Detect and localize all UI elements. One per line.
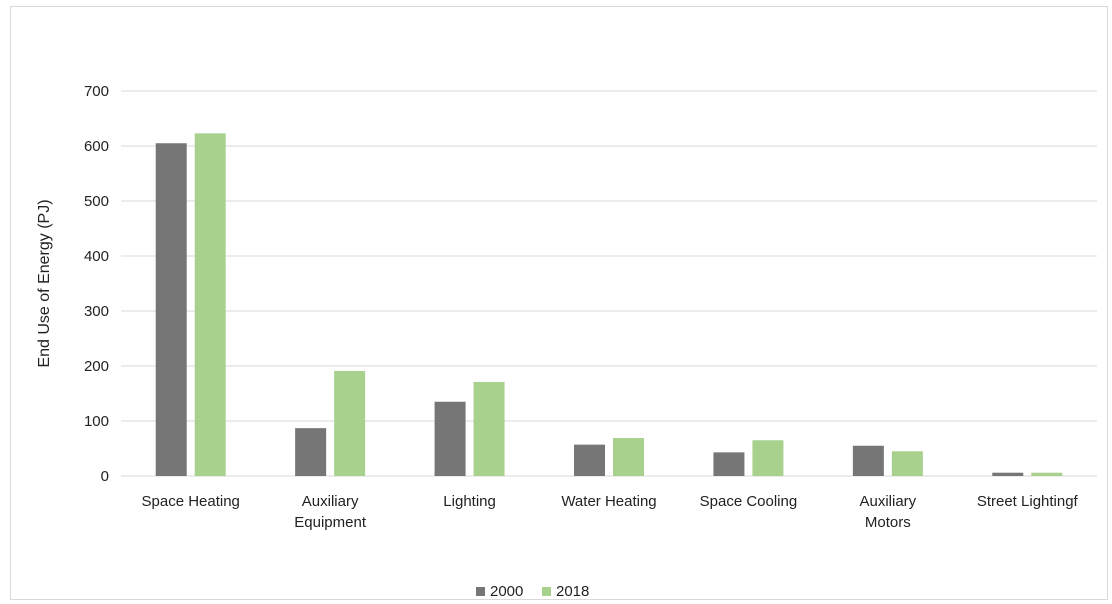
bar-2018-6 xyxy=(1031,472,1063,476)
y-axis-ticks: 0 100 200 300 400 500 600 700 xyxy=(84,83,109,485)
bar-2000-5 xyxy=(852,445,884,476)
x-category-label: Lighting xyxy=(443,493,496,510)
y-tick-label: 300 xyxy=(84,303,109,320)
y-tick-label: 100 xyxy=(84,413,109,430)
y-tick-label: 0 xyxy=(101,468,109,485)
x-category-label: Auxiliary xyxy=(860,493,917,510)
legend-swatch-2018 xyxy=(542,587,551,596)
bar-2018-1 xyxy=(334,370,366,476)
x-category-label: Equipment xyxy=(294,514,367,531)
y-tick-label: 600 xyxy=(84,138,109,155)
legend-label: 2018 xyxy=(556,583,589,599)
bar-2018-4 xyxy=(752,440,784,476)
bars xyxy=(155,133,1063,476)
y-tick-label: 200 xyxy=(84,358,109,375)
legend-swatch-2000 xyxy=(476,587,485,596)
y-axis-title: End Use of Energy (PJ) xyxy=(36,199,53,367)
bar-2018-3 xyxy=(613,438,644,476)
x-category-label: Motors xyxy=(865,514,911,531)
bar-2018-0 xyxy=(194,133,226,476)
x-category-label: Street Lightingf xyxy=(977,493,1079,510)
bar-2000-0 xyxy=(155,143,187,476)
bar-2018-5 xyxy=(891,451,923,476)
x-category-label: Space Heating xyxy=(142,493,240,510)
bar-2000-6 xyxy=(992,472,1024,476)
bar-chart: 0 100 200 300 400 500 600 700 Space Heating Auxi… xyxy=(36,83,1097,600)
bar-2000-2 xyxy=(434,401,466,476)
bar-2000-1 xyxy=(295,428,327,476)
legend: 2000 2018 xyxy=(476,583,589,600)
y-tick-label: 500 xyxy=(84,193,109,210)
x-category-label: Space Cooling xyxy=(700,493,798,510)
chart-frame: 0 100 200 300 400 500 600 700 Space Heating Auxi… xyxy=(10,6,1108,600)
y-tick-label: 400 xyxy=(84,248,109,265)
bar-2018-2 xyxy=(473,381,505,476)
y-tick-label: 700 xyxy=(84,83,109,100)
x-axis-category-labels: Space Heating Auxiliary Equipment Lighting W… xyxy=(142,493,1079,531)
x-category-label: Auxiliary xyxy=(302,493,359,510)
bar-2000-4 xyxy=(713,452,745,476)
bar-2000-3 xyxy=(574,444,605,476)
x-category-label: Water Heating xyxy=(561,493,656,510)
legend-label: 2000 xyxy=(490,583,523,599)
gridlines xyxy=(121,90,1097,477)
